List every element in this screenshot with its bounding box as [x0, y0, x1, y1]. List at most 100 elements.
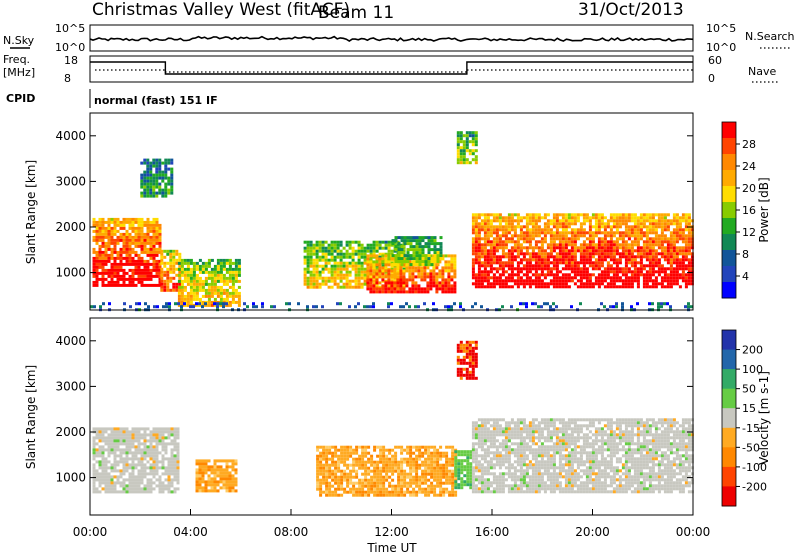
heatmap-cell: [119, 436, 123, 440]
heatmap-cell: [382, 481, 386, 485]
heatmap-cell: [328, 472, 332, 476]
heatmap-cell: [400, 469, 404, 473]
heatmap-cell: [170, 158, 174, 162]
heatmap-cell: [113, 268, 117, 272]
heatmap-cell: [612, 234, 616, 238]
heatmap-cell: [657, 305, 660, 309]
heatmap-cell: [152, 244, 156, 248]
heatmap-cell: [122, 460, 126, 464]
heatmap-cell: [358, 457, 362, 461]
freq-tick-top: 18: [64, 54, 78, 67]
heatmap-cell: [498, 279, 502, 283]
heatmap-cell: [324, 246, 328, 250]
heatmap-cell: [110, 229, 114, 233]
heatmap-cell: [379, 469, 383, 473]
heatmap-cell: [558, 255, 562, 259]
heatmap-cell: [441, 266, 445, 270]
heatmap-cell: [110, 466, 114, 470]
heatmap-cell: [471, 228, 475, 232]
heatmap-cell: [414, 275, 418, 279]
heatmap-cell: [357, 267, 361, 271]
heatmap-cell: [534, 267, 538, 271]
heatmap-cell: [143, 445, 147, 449]
heatmap-cell: [322, 457, 326, 461]
heatmap-cell: [119, 268, 123, 272]
heatmap-cell: [436, 484, 440, 488]
heatmap-cell: [339, 261, 343, 265]
heatmap-cell: [639, 231, 643, 235]
heatmap-cell: [334, 451, 338, 455]
heatmap-cell: [522, 234, 526, 238]
heatmap-cell: [161, 463, 165, 467]
heatmap-cell: [128, 466, 132, 470]
heatmap-cell: [131, 271, 135, 275]
heatmap-cell: [561, 273, 565, 277]
heatmap-cell: [447, 266, 451, 270]
heatmap-cell: [155, 484, 159, 488]
heatmap-cell: [339, 264, 343, 268]
heatmap-cell: [501, 234, 505, 238]
heatmap-cell: [95, 430, 99, 434]
heatmap-cell: [312, 243, 316, 247]
heatmap-cell: [216, 279, 220, 283]
heatmap-cell: [426, 275, 430, 279]
heatmap-cell: [146, 445, 150, 449]
heatmap-cell: [231, 294, 235, 298]
heatmap-cell: [328, 475, 332, 479]
heatmap-cell: [474, 149, 478, 153]
heatmap-cell: [366, 260, 370, 264]
heatmap-cell: [546, 302, 549, 306]
heatmap-cell: [379, 487, 383, 491]
heatmap-cell: [597, 225, 601, 229]
heatmap-cell: [421, 445, 425, 449]
heatmap-cell: [597, 219, 601, 223]
nave-tick-bottom: 0: [708, 72, 715, 85]
heatmap-cell: [687, 273, 691, 277]
heatmap-cell: [384, 257, 388, 261]
heatmap-cell: [573, 216, 577, 220]
heatmap-cell: [322, 451, 326, 455]
heatmap-cell: [414, 290, 418, 294]
heatmap-cell: [107, 232, 111, 236]
heatmap-cell: [615, 258, 619, 262]
heatmap-cell: [394, 239, 398, 243]
heatmap-cell: [107, 268, 111, 272]
heatmap-cell: [325, 445, 329, 449]
heatmap-cell: [349, 445, 353, 449]
heatmap-cell: [125, 478, 129, 482]
heatmap-cell: [137, 277, 141, 281]
heatmap-cell: [110, 436, 114, 440]
heatmap-cell: [561, 222, 565, 226]
heatmap-cell: [525, 249, 529, 253]
heatmap-cell: [122, 433, 126, 437]
heatmap-cell: [366, 269, 370, 273]
heatmap-cell: [140, 256, 144, 260]
heatmap-cell: [453, 272, 457, 276]
heatmap-cell: [364, 472, 368, 476]
heatmap-cell: [192, 291, 196, 295]
heatmap-cell: [433, 478, 437, 482]
heatmap-cell: [469, 465, 473, 469]
heatmap-cell: [430, 239, 434, 243]
heatmap-cell: [406, 445, 410, 449]
heatmap-cell: [373, 445, 377, 449]
heatmap-cell: [348, 255, 352, 259]
heatmap-cell: [624, 228, 628, 232]
heatmap-cell: [149, 484, 153, 488]
heatmap-cell: [648, 302, 651, 306]
heatmap-cell: [558, 249, 562, 253]
heatmap-cell: [441, 290, 445, 294]
heatmap-cell: [636, 279, 640, 283]
heatmap-cell: [675, 213, 679, 217]
heatmap-cell: [155, 271, 159, 275]
heatmap-cell: [441, 272, 445, 276]
heatmap-cell: [570, 213, 574, 217]
heatmap-cell: [246, 305, 249, 309]
heatmap-cell: [462, 358, 466, 362]
heatmap-cell: [633, 255, 637, 259]
heatmap-cell: [418, 448, 422, 452]
heatmap-cell: [474, 243, 478, 247]
heatmap-cell: [510, 279, 514, 283]
heatmap-cell: [163, 273, 167, 277]
heatmap-cell: [408, 260, 412, 264]
